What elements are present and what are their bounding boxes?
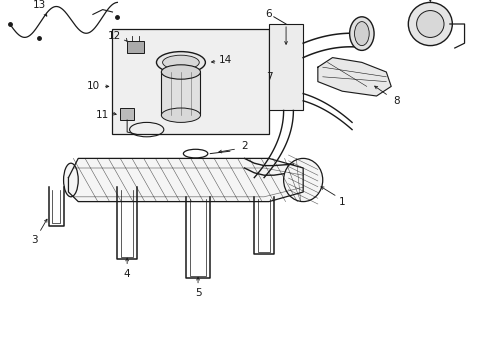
Ellipse shape — [283, 158, 322, 202]
Circle shape — [416, 10, 443, 37]
Ellipse shape — [161, 65, 200, 79]
Text: 14: 14 — [218, 55, 231, 65]
Text: 10: 10 — [86, 81, 99, 91]
Bar — [268, 24, 303, 111]
Text: 1: 1 — [338, 197, 345, 207]
Text: 5: 5 — [194, 288, 201, 298]
Circle shape — [407, 3, 451, 46]
Ellipse shape — [63, 163, 78, 197]
Ellipse shape — [161, 108, 200, 122]
Bar — [161, 72, 200, 115]
Text: 13: 13 — [32, 0, 46, 10]
Text: 11: 11 — [96, 110, 109, 120]
Polygon shape — [68, 158, 303, 202]
Polygon shape — [317, 58, 390, 96]
Text: 12: 12 — [108, 31, 122, 41]
Ellipse shape — [354, 22, 368, 46]
Text: 8: 8 — [392, 96, 399, 106]
Ellipse shape — [162, 55, 199, 69]
Text: 7: 7 — [265, 72, 272, 82]
Text: 2: 2 — [241, 141, 247, 152]
Ellipse shape — [156, 51, 205, 73]
Text: 4: 4 — [123, 269, 130, 279]
Bar — [127, 41, 144, 53]
Text: 3: 3 — [31, 235, 38, 245]
Bar — [112, 29, 268, 134]
Text: 6: 6 — [265, 9, 272, 19]
Ellipse shape — [349, 17, 373, 50]
Bar — [120, 108, 134, 120]
